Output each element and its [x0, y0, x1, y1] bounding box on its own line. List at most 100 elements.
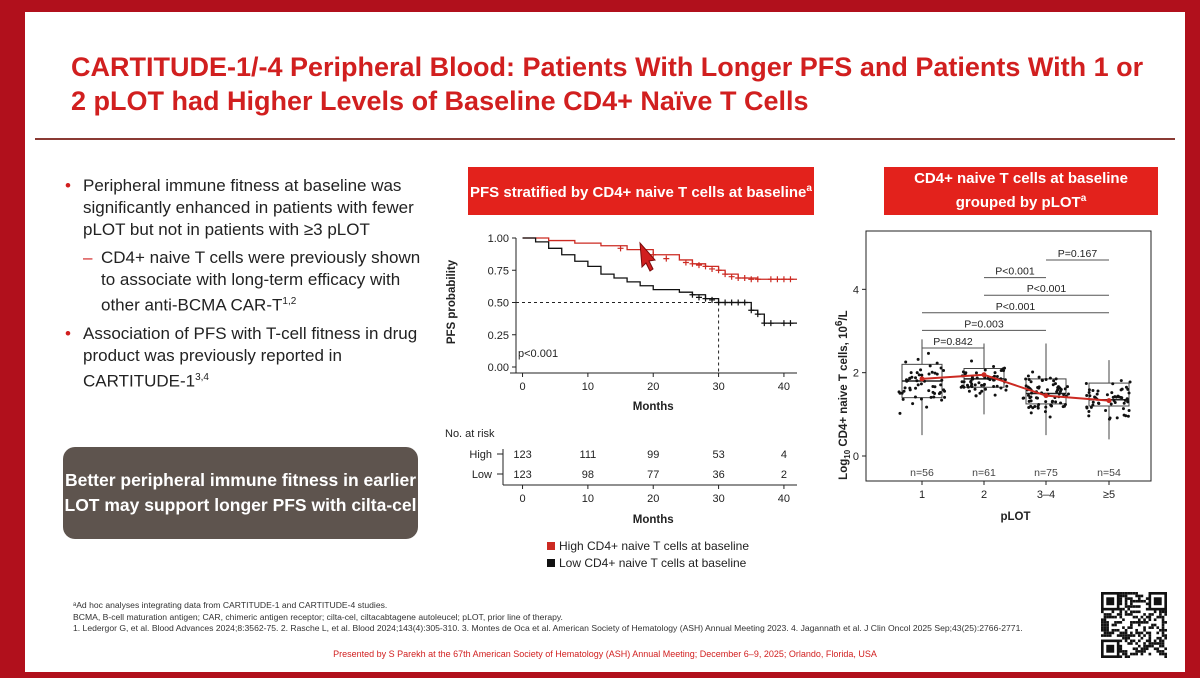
qr-module — [1159, 642, 1162, 645]
qr-module — [1164, 613, 1167, 616]
box-point — [903, 386, 907, 390]
box-title-text: CD4+ naive T cells at baseline grouped b… — [914, 170, 1128, 211]
qr-module — [1161, 644, 1165, 648]
qr-finder — [1101, 592, 1120, 611]
bullet-list: Peripheral immune fitness at baseline wa… — [65, 175, 435, 392]
box-point — [902, 389, 906, 393]
comparison-p-value: P=0.003 — [964, 318, 1004, 330]
qr-module — [1148, 639, 1152, 643]
qr-module — [1151, 642, 1154, 645]
km-censor-high — [741, 274, 748, 281]
qr-module — [1135, 621, 1138, 624]
box-point — [1111, 395, 1115, 399]
box-point — [940, 378, 944, 382]
risk-count: 99 — [647, 449, 659, 461]
box-point — [999, 386, 1003, 390]
qr-module — [1108, 631, 1112, 635]
qr-module — [1140, 647, 1144, 651]
km-series-low — [522, 237, 797, 324]
box-point — [919, 382, 923, 386]
box-point — [933, 371, 937, 375]
risk-row-label: Low — [472, 469, 492, 481]
box-point — [1128, 380, 1132, 384]
legend-low-swatch — [547, 559, 555, 567]
box-point — [960, 380, 964, 384]
box-point — [1027, 406, 1031, 410]
box-point — [931, 384, 935, 388]
qr-module — [1132, 592, 1136, 595]
box-point — [920, 373, 924, 377]
qr-module — [1156, 631, 1160, 635]
qr-module — [1161, 642, 1165, 645]
qr-module — [1145, 621, 1149, 624]
qr-module — [1132, 615, 1136, 619]
km-y-tick-label: 0.25 — [488, 330, 509, 342]
qr-module — [1159, 613, 1162, 616]
box-point — [915, 371, 919, 375]
box-point — [1117, 395, 1121, 399]
box-group-2 — [959, 343, 1009, 415]
qr-module — [1103, 618, 1107, 622]
bullet-2-text: Association of PFS with T-cell fitness i… — [83, 323, 418, 391]
qr-finder-center — [1106, 597, 1115, 606]
qr-module — [1156, 647, 1160, 651]
footnote-abbrev: BCMA, B-cell maturation antigen; CAR, ch… — [73, 611, 563, 622]
qr-module — [1135, 650, 1138, 653]
box-point — [919, 397, 923, 401]
qr-module — [1127, 634, 1131, 637]
box-point — [1029, 395, 1033, 399]
qr-module — [1143, 613, 1146, 616]
km-censor-high — [650, 251, 657, 258]
qr-module — [1135, 647, 1138, 651]
qr-module — [1151, 644, 1154, 648]
qr-module — [1135, 605, 1138, 608]
km-censor-high — [735, 274, 742, 281]
qr-module — [1119, 613, 1123, 616]
qr-module — [1130, 613, 1133, 616]
qr-module — [1159, 615, 1162, 619]
box-group-4 — [1084, 360, 1132, 440]
qr-module — [1124, 636, 1128, 640]
box-point — [995, 374, 999, 378]
km-censor-low — [780, 320, 787, 327]
qr-module — [1127, 655, 1131, 658]
qr-module — [1153, 642, 1157, 645]
qr-module — [1119, 647, 1123, 651]
km-censor-high — [774, 276, 781, 283]
km-censor-low — [741, 299, 748, 306]
sub-bullet-1-ref: 1,2 — [282, 296, 297, 307]
qr-module — [1164, 636, 1167, 640]
box-point — [1126, 414, 1130, 418]
qr-module — [1103, 621, 1107, 624]
qr-module — [1161, 621, 1165, 624]
box-point — [1087, 391, 1091, 395]
box-point — [1030, 391, 1034, 395]
risk-count: 2 — [781, 469, 787, 481]
qr-module — [1103, 615, 1107, 619]
qr-module — [1159, 644, 1162, 648]
qr-module — [1119, 650, 1123, 653]
box-point — [1036, 385, 1040, 389]
qr-module — [1114, 623, 1117, 627]
qr-module — [1122, 592, 1125, 595]
qr-module — [1164, 628, 1167, 632]
qr-module — [1106, 615, 1109, 619]
km-censor-low — [715, 299, 722, 306]
bullet-1-text: Peripheral immune fitness at baseline wa… — [83, 176, 414, 239]
qr-module — [1161, 634, 1165, 637]
box-point — [943, 395, 947, 399]
risk-count: 53 — [712, 449, 724, 461]
qr-module — [1103, 613, 1107, 616]
box-point — [926, 351, 930, 355]
qr-module — [1143, 621, 1146, 624]
box-point — [1114, 395, 1118, 399]
qr-module — [1124, 605, 1128, 608]
box-point — [1115, 416, 1119, 420]
risk-count: 123 — [513, 469, 531, 481]
qr-module — [1122, 636, 1125, 640]
risk-x-tick-label: 40 — [778, 493, 790, 505]
mouse-cursor-icon — [639, 241, 656, 272]
box-point — [1050, 404, 1054, 408]
qr-module — [1106, 634, 1109, 637]
box-mean-line — [921, 373, 1110, 402]
